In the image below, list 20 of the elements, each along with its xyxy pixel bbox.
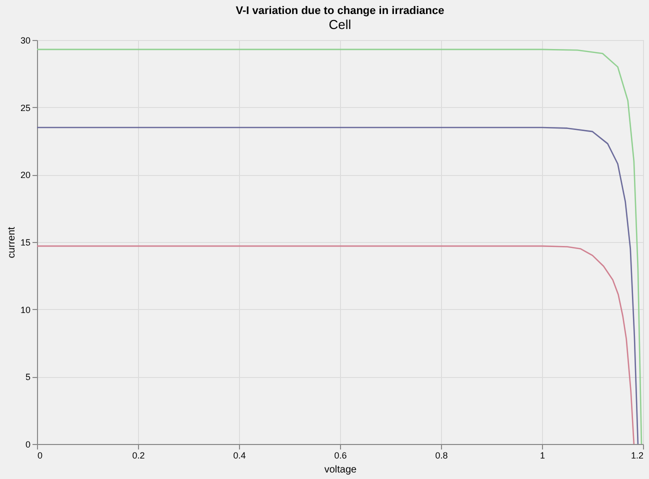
- y-axis-title: current: [6, 226, 18, 258]
- x-tick-label: 0.2: [132, 450, 145, 460]
- x-tick-label: 0.6: [334, 450, 347, 460]
- x-tick-label: 0.4: [233, 450, 246, 460]
- line-series: [36, 126, 639, 445]
- y-tick-label: 20: [20, 170, 30, 180]
- x-tick-label: 1.2: [630, 450, 644, 460]
- y-tick-label: 5: [25, 372, 30, 382]
- y-tick-label: 15: [20, 238, 30, 248]
- x-tick-label: 1: [540, 450, 546, 460]
- y-tick-label: 25: [20, 102, 30, 113]
- y-tick-label: 30: [20, 36, 30, 46]
- y-tick-label: 10: [20, 304, 30, 315]
- chart-title: V-I variation due to change in irradiance: [236, 5, 444, 17]
- text: Cell: [328, 17, 352, 32]
- x-tick-label: 0.8: [435, 450, 448, 460]
- x-axis-title: voltage: [324, 464, 358, 476]
- line-series: [36, 245, 635, 445]
- x-tick-label: 0: [38, 450, 43, 460]
- y-tick-label: 0: [25, 440, 30, 450]
